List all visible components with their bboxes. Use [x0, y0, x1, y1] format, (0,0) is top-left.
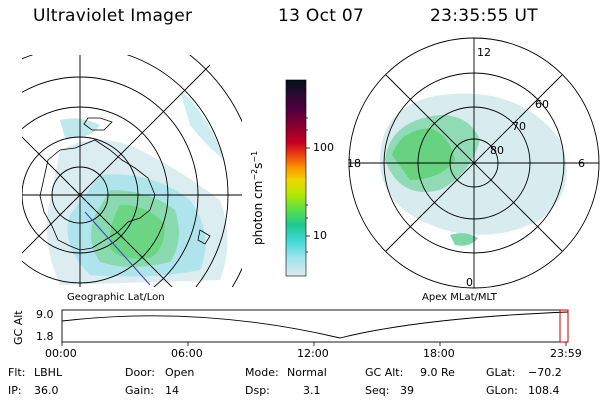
altitude-ytick-low: 1.8 [36, 330, 54, 343]
altitude-xtick-0600: 06:00 [171, 347, 203, 360]
colorbar [285, 79, 307, 277]
date-label: 13 Oct 07 [278, 6, 365, 26]
flt-value: LBHL [34, 366, 63, 379]
mlt-label-12: 12 [477, 46, 491, 59]
unit-seconds: s [251, 162, 265, 169]
coastline [39, 139, 156, 251]
geographic-map [22, 55, 242, 287]
ip-label: IP: [8, 384, 22, 397]
altitude-xtick-0000: 00:00 [45, 347, 77, 360]
seq-label: Seq: [365, 384, 390, 397]
flt-label: Flt: [8, 366, 26, 379]
altitude-plot-frame [61, 309, 569, 343]
door-label: Door: [125, 366, 155, 379]
right-panel-label: Apex MLat/MLT [422, 292, 497, 303]
mlt-label-0: 0 [466, 276, 473, 289]
track-line [84, 211, 151, 286]
gain-value: 14 [165, 384, 179, 397]
mode-value: Normal [287, 366, 327, 379]
altitude-xtick-2359: 23:59 [550, 347, 582, 360]
mlat-label-60: 60 [535, 98, 549, 111]
gcalt-value: 9.0 Re [420, 366, 455, 379]
current-time-marker [559, 309, 569, 343]
dsp-value: 3.1 [303, 384, 321, 397]
mlat-label-80: 80 [490, 144, 504, 157]
left-panel-label: Geographic Lat/Lon [67, 292, 165, 303]
magnetic-map [348, 37, 600, 289]
altitude-xtick-1200: 12:00 [297, 347, 329, 360]
mlat-label-70: 70 [512, 120, 526, 133]
glat-label: GLat: [486, 366, 516, 379]
unit-exp-cm: −2 [250, 168, 259, 181]
unit-exp-s: −1 [250, 150, 259, 163]
gcalt-label: GC Alt: [365, 366, 404, 379]
unit-text: photon cm [251, 180, 265, 245]
ip-value: 36.0 [34, 384, 59, 397]
colorbar-tick-10: 10 [313, 229, 327, 242]
glon-label: GLon: [486, 384, 518, 397]
instrument-title: Ultraviolet Imager [33, 6, 193, 26]
mlt-label-18: 18 [347, 157, 361, 170]
altitude-xtick-1800: 18:00 [423, 347, 455, 360]
altitude-ytick-high: 9.0 [36, 308, 54, 321]
door-value: Open [165, 366, 195, 379]
seq-value: 39 [400, 384, 414, 397]
dsp-label: Dsp: [245, 384, 270, 397]
colorbar-unit-label: photon cm−2s−1 [250, 151, 265, 245]
colorbar-tick-100: 100 [313, 141, 334, 154]
altitude-ylabel: GC Alt [12, 310, 25, 345]
altitude-curve [61, 311, 569, 339]
mlt-label-6: 6 [578, 157, 585, 170]
glon-value: 108.4 [528, 384, 560, 397]
glat-value: −70.2 [528, 366, 562, 379]
gain-label: Gain: [125, 384, 154, 397]
uv-emission-left [46, 90, 228, 285]
mode-label: Mode: [245, 366, 279, 379]
time-label: 23:35:55 UT [430, 6, 538, 26]
